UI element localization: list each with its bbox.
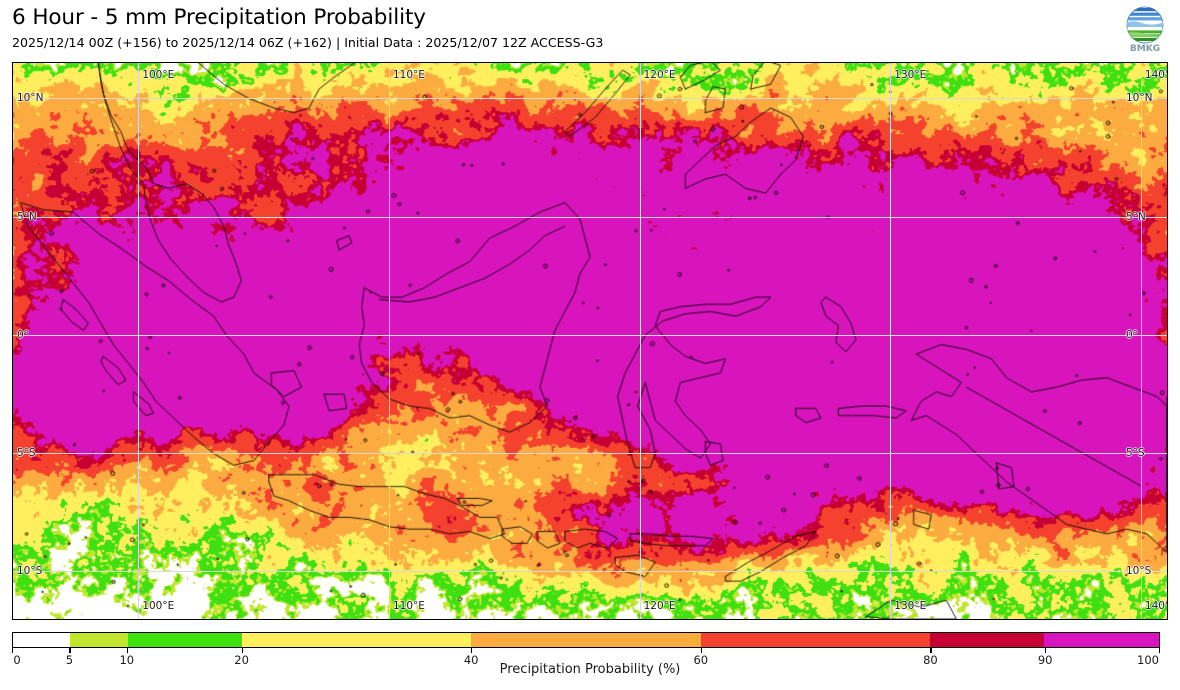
colorbar-gradient: [12, 632, 1160, 648]
colorbar-tick-mark: [1045, 648, 1047, 653]
colorbar-segment: [471, 633, 701, 647]
colorbar-segment: [700, 633, 930, 647]
colorbar-ticks: 0 5 10 20 40 60 80 90 100: [12, 648, 1160, 672]
colorbar-tick-mark: [69, 648, 71, 653]
colorbar-segment: [242, 633, 472, 647]
colorbar-tick-label: 90: [1037, 653, 1053, 667]
colorbar-tick-label: 0: [13, 653, 21, 667]
colorbar: 0 5 10 20 40 60 80 90 100: [12, 632, 1160, 667]
header: 6 Hour - 5 mm Precipitation Probability …: [0, 0, 1180, 60]
colorbar-segment: [929, 633, 1045, 647]
colorbar-tick-mark: [700, 648, 702, 653]
bmkg-logo: BMKG: [1118, 3, 1172, 55]
colorbar-tick-mark: [471, 648, 473, 653]
colorbar-tick-mark: [1158, 648, 1160, 653]
colorbar-tick-mark: [12, 648, 14, 653]
precipitation-probability-raster: [13, 63, 1167, 619]
colorbar-segment: [13, 633, 71, 647]
colorbar-tick-label: 60: [693, 653, 709, 667]
page-title: 6 Hour - 5 mm Precipitation Probability: [12, 5, 426, 30]
colorbar-segment: [127, 633, 243, 647]
colorbar-tick-mark: [126, 648, 128, 653]
colorbar-segment: [1044, 633, 1159, 647]
bmkg-logo-text: BMKG: [1130, 44, 1160, 54]
colorbar-tick-label: 10: [119, 653, 135, 667]
colorbar-segment: [70, 633, 128, 647]
colorbar-tick-label: 20: [234, 653, 249, 667]
bmkg-logo-icon: BMKG: [1126, 6, 1164, 54]
colorbar-tick-label: 100: [1137, 653, 1159, 667]
map-frame[interactable]: 100°E 100°E 110°E 110°E 120°E 120°E 130°E 130°E…: [12, 62, 1168, 620]
colorbar-tick-label: 80: [923, 653, 938, 667]
colorbar-tick-label: 5: [65, 653, 74, 667]
colorbar-tick-mark: [930, 648, 932, 653]
colorbar-tick-mark: [241, 648, 243, 653]
colorbar-tick-label: 40: [463, 653, 479, 667]
page-subtitle: 2025/12/14 00Z (+156) to 2025/12/14 06Z …: [12, 35, 604, 50]
colorbar-title: Precipitation Probability (%): [499, 662, 681, 677]
